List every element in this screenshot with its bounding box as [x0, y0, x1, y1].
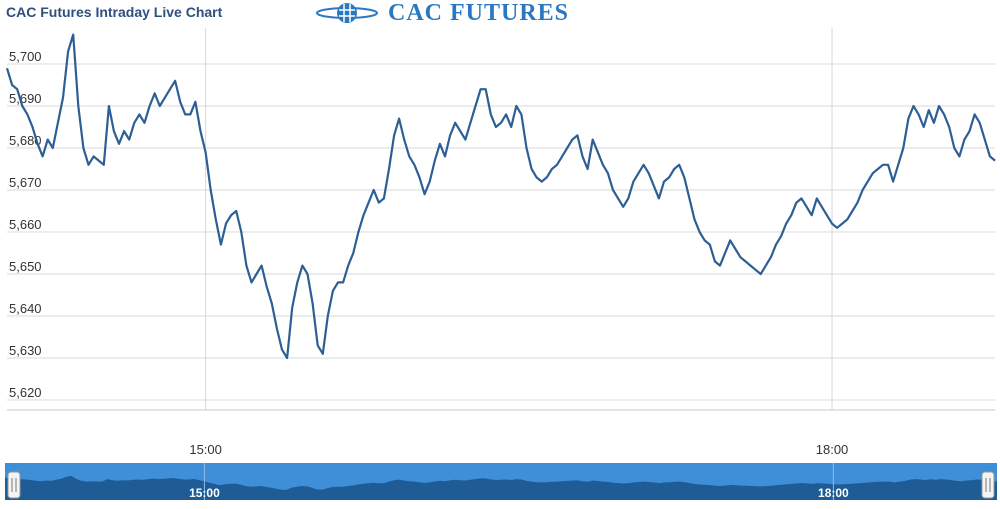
globe-logo-icon [316, 3, 378, 23]
y-tick-label: 5,680 [9, 133, 42, 148]
y-tick-label: 5,660 [9, 217, 42, 232]
logo-text: CAC FUTURES [388, 0, 570, 26]
y-tick-label: 5,620 [9, 385, 42, 400]
navigator-left-handle[interactable] [7, 471, 21, 499]
y-axis: 5,620 5,630 5,640 5,650 5,660 5,670 5,680 5,690… [9, 49, 42, 400]
y-tick-label: 5,650 [9, 259, 42, 274]
x-tick-label: 18:00 [816, 442, 849, 457]
gridlines [7, 28, 995, 410]
y-tick-label: 5,640 [9, 301, 42, 316]
navigator-tick-label: 18:00 [818, 486, 849, 500]
chart-title: CAC Futures Intraday Live Chart [6, 4, 223, 20]
y-tick-label: 5,690 [9, 91, 42, 106]
price-series-line[interactable] [5, 33, 996, 360]
x-tick-label: 15:00 [189, 442, 222, 457]
y-tick-label: 5,670 [9, 175, 42, 190]
y-tick-label: 5,630 [9, 343, 42, 358]
navigator-right-handle[interactable] [981, 471, 995, 499]
cac-futures-logo: CAC FUTURES [316, 1, 569, 25]
navigator-area [5, 476, 997, 500]
chart-header: CAC Futures Intraday Live Chart CAC FUTU… [0, 0, 1000, 26]
navigator-tick-label: 15:00 [189, 486, 220, 500]
y-tick-label: 5,700 [9, 49, 42, 64]
